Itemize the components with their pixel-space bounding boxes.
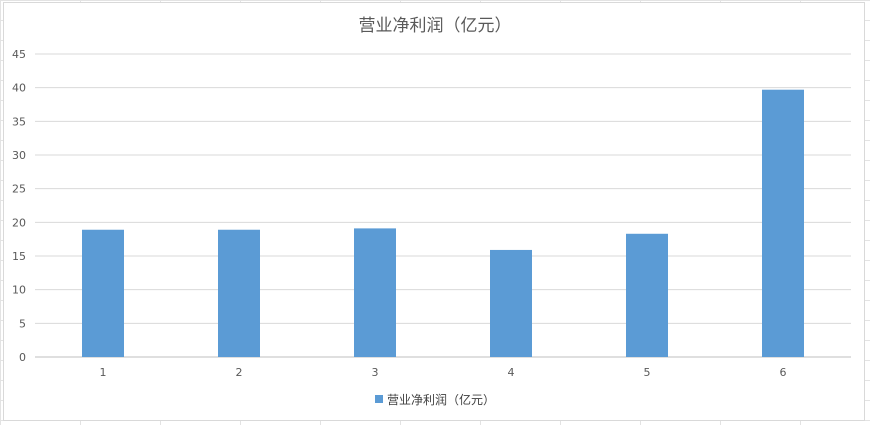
y-tick-label: 45	[12, 48, 26, 61]
bar[interactable]	[490, 249, 532, 357]
x-tick-label: 4	[508, 366, 515, 379]
bars	[82, 89, 804, 357]
x-tick-label: 2	[236, 366, 243, 379]
chart-area[interactable]	[3, 2, 865, 421]
x-axis-ticks: 1 2 3 4 5 6	[100, 366, 787, 379]
legend: 营业净利润（亿元）	[375, 392, 495, 407]
gridlines	[35, 53, 851, 358]
x-tick-label: 1	[100, 366, 107, 379]
bar[interactable]	[354, 228, 396, 357]
y-tick-label: 35	[12, 115, 26, 128]
y-tick-label: 25	[12, 183, 26, 196]
y-tick-label: 0	[19, 351, 26, 364]
legend-label: 营业净利润（亿元）	[387, 392, 495, 407]
x-tick-label: 3	[372, 366, 379, 379]
legend-swatch	[375, 395, 383, 403]
y-tick-label: 15	[12, 250, 26, 263]
y-tick-label: 10	[12, 284, 26, 297]
bar[interactable]	[82, 229, 124, 357]
bar[interactable]	[626, 233, 668, 357]
y-tick-label: 20	[12, 216, 26, 229]
x-tick-label: 5	[644, 366, 651, 379]
y-tick-label: 40	[12, 82, 26, 95]
chart-title: 营业净利润（亿元）	[359, 16, 512, 36]
y-axis-ticks: 0 5 10 15 20 25 30 35 40 45	[12, 48, 26, 364]
y-tick-label: 30	[12, 149, 26, 162]
bar[interactable]	[762, 89, 804, 357]
y-tick-label: 5	[19, 317, 26, 330]
bar[interactable]	[218, 229, 260, 357]
x-tick-label: 6	[780, 366, 787, 379]
